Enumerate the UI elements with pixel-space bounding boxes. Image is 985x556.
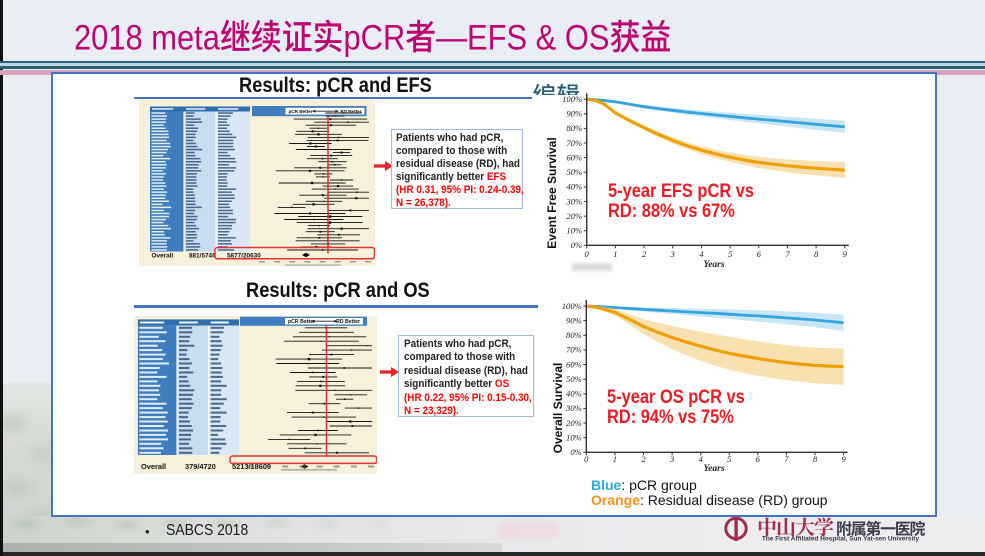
svg-text:100%: 100% (562, 301, 582, 311)
svg-text:50%: 50% (566, 374, 582, 384)
svg-text:0: 0 (585, 249, 590, 259)
svg-text:10%: 10% (566, 226, 582, 236)
svg-text:4: 4 (699, 249, 704, 259)
svg-text:7: 7 (785, 249, 790, 259)
svg-text:0%: 0% (570, 447, 581, 457)
svg-text:1: 1 (613, 454, 617, 464)
svg-text:Years: Years (703, 464, 724, 474)
svg-text:30%: 30% (565, 403, 582, 413)
svg-text:RD Better: RD Better (340, 109, 361, 114)
svg-text:—EFS & OS: —EFS & OS (436, 19, 609, 58)
svg-text:379/4720: 379/4720 (185, 462, 216, 471)
svg-text:2018 meta: 2018 meta (74, 19, 220, 58)
svg-text:1: 1 (613, 249, 617, 259)
svg-text:0: 0 (584, 454, 589, 464)
svg-text:60%: 60% (566, 359, 582, 369)
svg-text:2: 2 (642, 249, 647, 259)
svg-text:70%: 70% (566, 138, 582, 148)
svg-text:2: 2 (641, 454, 646, 464)
svg-text:5: 5 (727, 454, 732, 464)
svg-text:pCR Better: pCR Better (288, 319, 315, 325)
svg-text:881/5746: 881/5746 (189, 253, 216, 260)
svg-text:40%: 40% (566, 182, 582, 192)
svg-text:Years: Years (703, 260, 724, 270)
svg-text:90%: 90% (566, 109, 582, 119)
svg-text:80%: 80% (566, 330, 582, 340)
svg-text:5877/20630: 5877/20630 (227, 253, 261, 260)
svg-text:4: 4 (699, 454, 704, 464)
svg-text:7: 7 (784, 454, 789, 464)
svg-text:pCR: pCR (343, 19, 405, 58)
svg-text:6: 6 (756, 454, 761, 464)
svg-text:8: 8 (814, 249, 819, 259)
svg-text:70%: 70% (566, 345, 582, 355)
svg-text:40%: 40% (566, 389, 582, 399)
svg-text:3: 3 (670, 249, 675, 259)
svg-text:The First Affiliated Hospital,: The First Affiliated Hospital, Sun Yat-s… (762, 536, 919, 543)
svg-text:100%: 100% (562, 94, 582, 104)
svg-text:0%: 0% (571, 240, 582, 250)
svg-text:9: 9 (841, 454, 846, 464)
svg-text:pCR Better: pCR Better (289, 109, 313, 114)
svg-text:60%: 60% (566, 152, 582, 162)
svg-text:3: 3 (669, 454, 674, 464)
svg-text:6: 6 (757, 249, 762, 259)
svg-text:20%: 20% (566, 211, 582, 221)
svg-text:30%: 30% (565, 196, 582, 206)
svg-text:10%: 10% (566, 433, 582, 443)
svg-text:Overall: Overall (141, 462, 166, 471)
svg-text:80%: 80% (566, 123, 582, 133)
svg-text:8: 8 (813, 454, 818, 464)
svg-text:20%: 20% (566, 418, 582, 428)
svg-text:50%: 50% (566, 167, 582, 177)
svg-text:90%: 90% (566, 315, 582, 325)
svg-text:9: 9 (843, 249, 848, 259)
svg-text:Overall: Overall (152, 253, 174, 260)
svg-text:5: 5 (728, 249, 733, 259)
svg-text:RD Better: RD Better (336, 319, 360, 325)
